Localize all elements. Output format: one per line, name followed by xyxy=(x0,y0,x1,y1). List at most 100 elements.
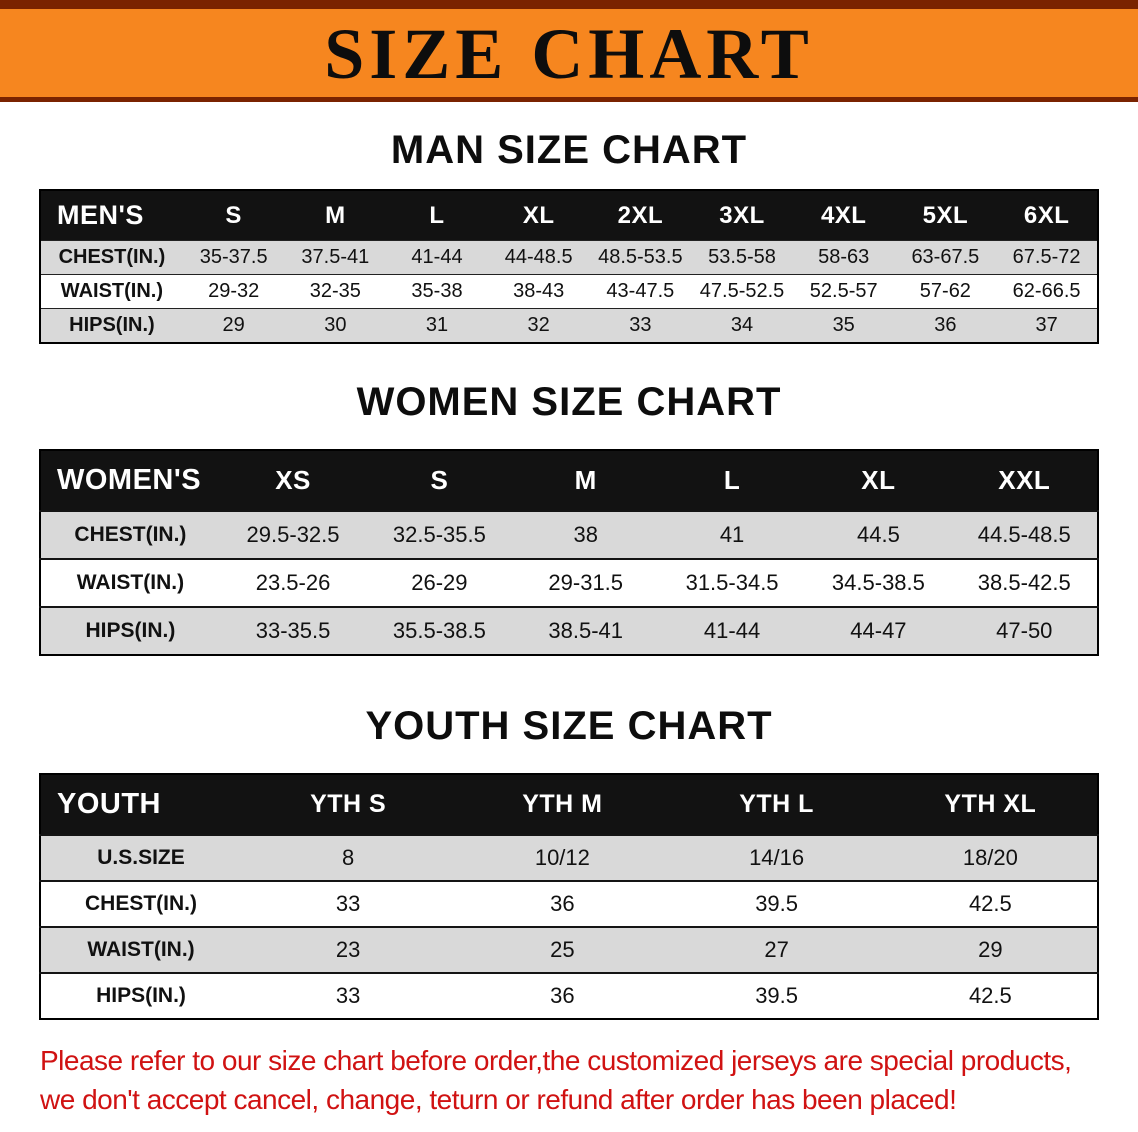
table-row: HIPS(IN.) 33 36 39.5 42.5 xyxy=(40,972,1098,1019)
size-value: 58-63 xyxy=(792,240,895,275)
size-value: 33 xyxy=(241,880,456,927)
size-value: 33 xyxy=(241,972,456,1019)
size-column-header: 6XL xyxy=(996,190,1098,241)
size-value: 27 xyxy=(669,926,884,973)
size-value: 67.5-72 xyxy=(996,240,1098,275)
size-column-header: YTH XL xyxy=(883,774,1098,835)
size-value: 47.5-52.5 xyxy=(691,274,793,309)
size-value: 48.5-53.5 xyxy=(589,240,692,275)
size-value: 29 xyxy=(883,926,1098,973)
size-column-header: S xyxy=(182,190,285,241)
size-value: 8 xyxy=(241,834,456,881)
size-value: 29 xyxy=(182,308,285,343)
row-label: CHEST(IN.) xyxy=(40,240,183,275)
size-column-header: S xyxy=(366,450,513,511)
table-row: CHEST(IN.) 33 36 39.5 42.5 xyxy=(40,880,1098,927)
size-column-header: XL xyxy=(487,190,590,241)
size-value: 41-44 xyxy=(386,240,488,275)
size-value: 44.5 xyxy=(805,510,952,559)
size-column-header: L xyxy=(658,450,806,511)
row-label: WAIST(IN.) xyxy=(40,926,242,973)
size-column-header: XXL xyxy=(951,450,1098,511)
size-value: 35-37.5 xyxy=(182,240,285,275)
size-value: 35.5-38.5 xyxy=(366,606,513,655)
women-size-section: WOMEN SIZE CHART WOMEN'S XS S M L XL XXL CHEST(… xyxy=(0,380,1138,656)
size-column-header: YTH L xyxy=(669,774,884,835)
table-row: HIPS(IN.) 33-35.5 35.5-38.5 38.5-41 41-44 44-… xyxy=(40,606,1098,655)
table-row: U.S.SIZE 8 10/12 14/16 18/20 xyxy=(40,834,1098,881)
row-label: U.S.SIZE xyxy=(40,834,242,881)
row-label: WAIST(IN.) xyxy=(40,558,220,607)
men-size-section: MAN SIZE CHART MEN'S S M L XL 2XL 3XL 4XL 5XL 6XL… xyxy=(0,128,1138,344)
table-header-row: YOUTH YTH S YTH M YTH L YTH XL xyxy=(40,774,1098,835)
size-column-header: 2XL xyxy=(589,190,692,241)
size-value: 29.5-32.5 xyxy=(219,510,367,559)
size-value: 29-32 xyxy=(182,274,285,309)
size-value: 63-67.5 xyxy=(894,240,997,275)
size-value: 36 xyxy=(455,972,670,1019)
size-column-header: M xyxy=(512,450,659,511)
size-value: 43-47.5 xyxy=(589,274,692,309)
youth-size-table: YOUTH YTH S YTH M YTH L YTH XL U.S.SIZE 8 10/12… xyxy=(39,773,1099,1020)
row-label: HIPS(IN.) xyxy=(40,972,242,1019)
size-value: 23 xyxy=(241,926,456,973)
table-row: CHEST(IN.) 29.5-32.5 32.5-35.5 38 41 44.5 44.5… xyxy=(40,510,1098,559)
size-column-header: 4XL xyxy=(792,190,895,241)
size-value: 32-35 xyxy=(284,274,387,309)
size-value: 36 xyxy=(894,308,997,343)
size-value: 44-47 xyxy=(805,606,952,655)
row-label: CHEST(IN.) xyxy=(40,880,242,927)
table-title-cell: WOMEN'S xyxy=(40,450,220,511)
size-value: 31.5-34.5 xyxy=(658,558,806,607)
table-row: CHEST(IN.) 35-37.5 37.5-41 41-44 44-48.5 48.5… xyxy=(40,240,1098,275)
size-value: 38.5-42.5 xyxy=(951,558,1098,607)
size-value: 42.5 xyxy=(883,880,1098,927)
table-header-row: MEN'S S M L XL 2XL 3XL 4XL 5XL 6XL xyxy=(40,190,1098,241)
size-value: 10/12 xyxy=(455,834,670,881)
size-value: 53.5-58 xyxy=(691,240,793,275)
size-value: 31 xyxy=(386,308,488,343)
size-column-header: YTH S xyxy=(241,774,456,835)
size-value: 25 xyxy=(455,926,670,973)
size-value: 41 xyxy=(658,510,806,559)
banner-bottom-strip xyxy=(0,97,1138,102)
size-column-header: 3XL xyxy=(691,190,793,241)
size-value: 32 xyxy=(487,308,590,343)
banner: SIZE CHART xyxy=(0,0,1138,102)
size-value: 39.5 xyxy=(669,880,884,927)
size-value: 37 xyxy=(996,308,1098,343)
size-value: 18/20 xyxy=(883,834,1098,881)
notice-line-2: we don't accept cancel, change, teturn o… xyxy=(40,1083,957,1115)
size-value: 14/16 xyxy=(669,834,884,881)
row-label: CHEST(IN.) xyxy=(40,510,220,559)
size-value: 35 xyxy=(792,308,895,343)
size-value: 52.5-57 xyxy=(792,274,895,309)
size-value: 44-48.5 xyxy=(487,240,590,275)
size-value: 38.5-41 xyxy=(512,606,659,655)
notice-line-1: Please refer to our size chart before or… xyxy=(40,1045,1072,1076)
men-section-heading: MAN SIZE CHART xyxy=(390,128,748,172)
size-column-header: XS xyxy=(219,450,367,511)
page-title: SIZE CHART xyxy=(324,14,814,94)
size-value: 41-44 xyxy=(658,606,806,655)
size-value: 57-62 xyxy=(894,274,997,309)
row-label: HIPS(IN.) xyxy=(40,606,220,655)
size-value: 47-50 xyxy=(951,606,1098,655)
youth-section-heading: YOUTH SIZE CHART xyxy=(365,704,773,748)
table-row: WAIST(IN.) 23 25 27 29 xyxy=(40,926,1098,973)
size-value: 38-43 xyxy=(487,274,590,309)
women-size-table: WOMEN'S XS S M L XL XXL CHEST(IN.) 29.5-32.5 32.5… xyxy=(39,449,1099,656)
size-value: 38 xyxy=(512,510,659,559)
size-value: 23.5-26 xyxy=(219,558,367,607)
size-value: 29-31.5 xyxy=(512,558,659,607)
row-label: HIPS(IN.) xyxy=(40,308,183,343)
table-row: WAIST(IN.) 23.5-26 26-29 29-31.5 31.5-34.5 34… xyxy=(40,558,1098,607)
size-column-header: M xyxy=(284,190,387,241)
table-row: HIPS(IN.) 29 30 31 32 33 34 35 36 37 xyxy=(40,308,1098,343)
table-header-row: WOMEN'S XS S M L XL XXL xyxy=(40,450,1098,511)
size-value: 44.5-48.5 xyxy=(951,510,1098,559)
banner-top-strip xyxy=(0,0,1138,9)
table-title-cell: MEN'S xyxy=(40,190,183,241)
youth-size-section: YOUTH SIZE CHART YOUTH YTH S YTH M YTH L YTH… xyxy=(0,704,1138,1020)
